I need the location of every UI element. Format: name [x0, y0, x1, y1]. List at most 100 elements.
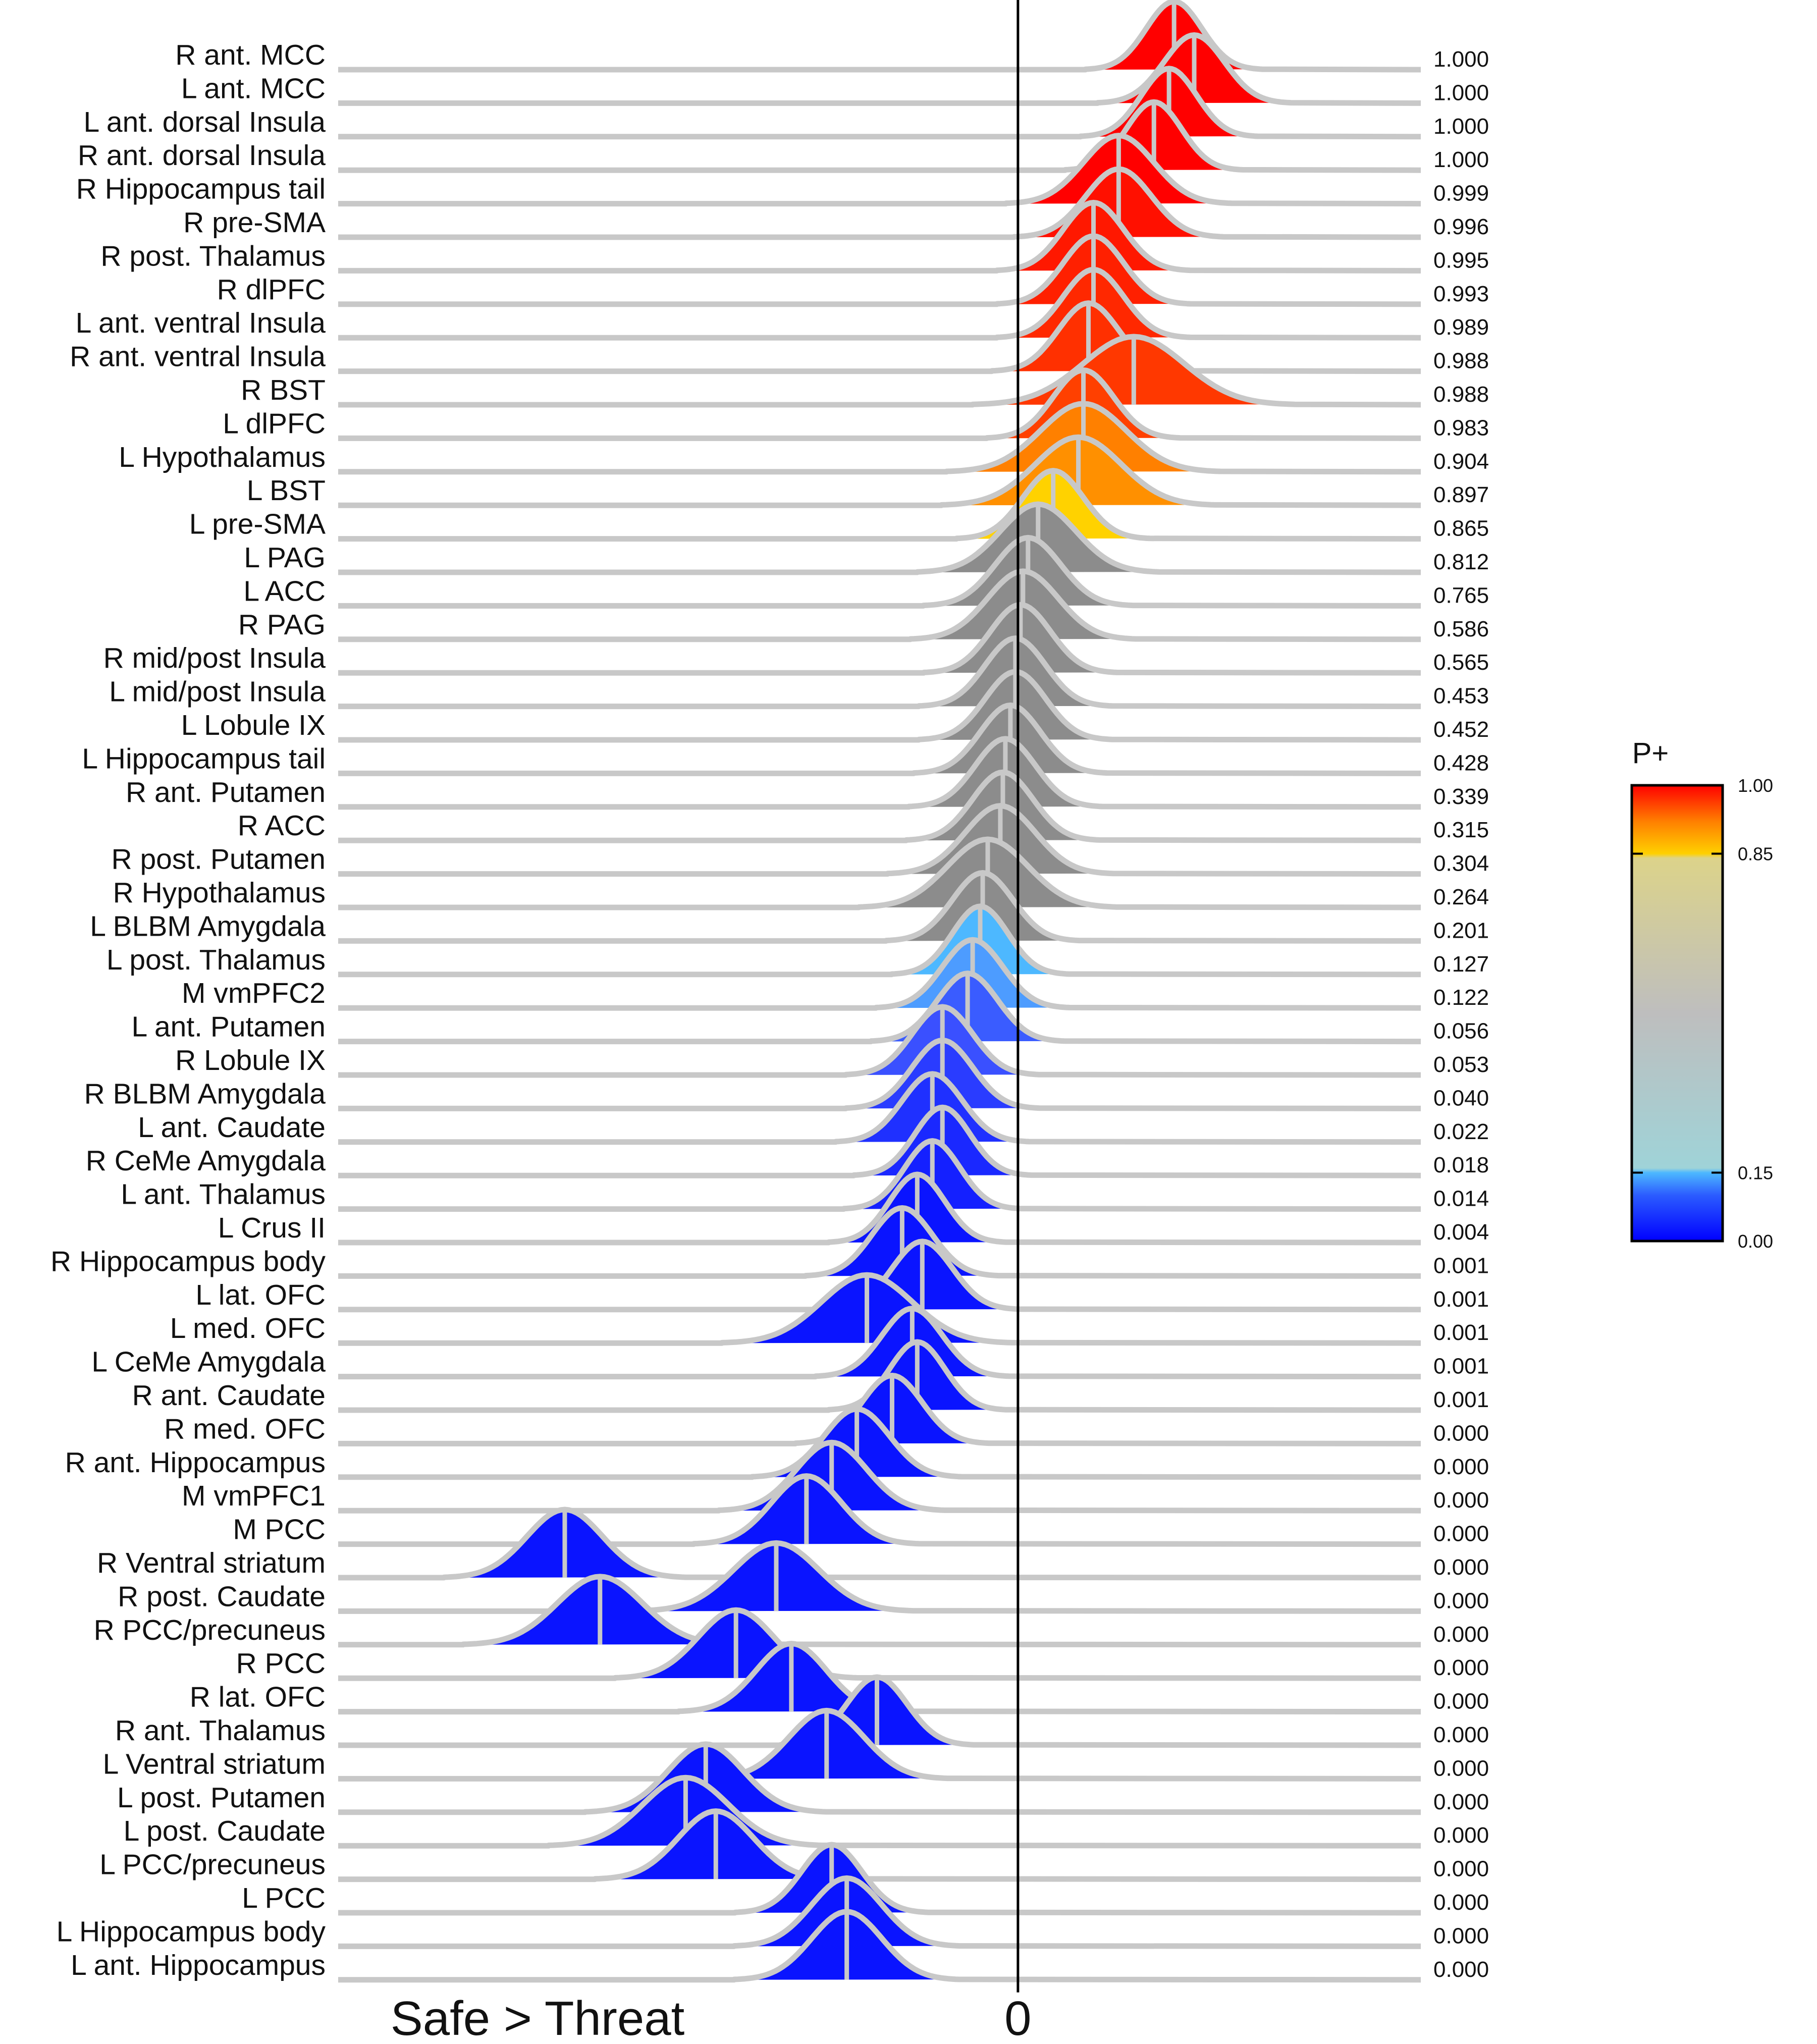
p-value: 0.000 [1433, 1723, 1489, 1747]
row-label: L mid/post Insula [109, 676, 326, 708]
ridge-outline [338, 1540, 1421, 1614]
row-label: R CeMe Amygdala [86, 1145, 326, 1177]
row-label: L ant. Putamen [132, 1011, 326, 1043]
row-label: M vmPFC1 [182, 1480, 326, 1512]
ridge-row [338, 1272, 1421, 1346]
p-value: 0.428 [1433, 750, 1489, 775]
ridge-outline [338, 971, 1421, 1045]
row-label: R ACC [238, 810, 326, 842]
ridge-outline [338, 1439, 1421, 1514]
row-label: M PCC [233, 1514, 326, 1546]
ridge-outline [338, 1138, 1421, 1212]
x-axis-label: Safe > Threat [391, 1992, 685, 2044]
row-label: R ant. Caudate [132, 1379, 326, 1412]
row-label: R BST [241, 374, 326, 406]
p-value: 0.812 [1433, 550, 1489, 574]
p-value: 0.996 [1433, 214, 1489, 239]
ridge-outline [338, 233, 1421, 307]
p-value: 0.586 [1433, 617, 1489, 641]
ridge-outline [338, 266, 1421, 341]
p-value: 0.001 [1433, 1287, 1489, 1312]
row-label: R ant. Hippocampus [65, 1446, 326, 1479]
ridge-outline [338, 1004, 1421, 1078]
row-label: L Crus II [218, 1212, 326, 1244]
ridge-outline [338, 702, 1421, 776]
colorbar-tick-label: 0.15 [1738, 1163, 1773, 1184]
ridge-outline [338, 903, 1421, 978]
row-label: R ant. MCC [175, 39, 326, 71]
p-value: 0.201 [1433, 918, 1489, 943]
colorbar-ticks: 1.00 0.85 0.15 0.00 [1632, 775, 1773, 1252]
p-value: 1.000 [1433, 80, 1489, 105]
ridge-outline [338, 1774, 1421, 1849]
ridge-outline [338, 937, 1421, 1011]
ridge-outline [338, 1507, 1421, 1581]
p-value: 0.264 [1433, 885, 1489, 909]
ridge-outline [338, 1406, 1421, 1480]
zero-tick-label: 0 [1004, 1992, 1031, 2044]
p-value: 0.983 [1433, 415, 1489, 440]
ridge-outline [338, 1205, 1421, 1279]
row-label: L ant. ventral Insula [76, 307, 326, 339]
row-label: L pre-SMA [189, 508, 326, 541]
row-label: L post. Putamen [117, 1782, 326, 1814]
p-value: 0.127 [1433, 952, 1489, 977]
p-value: 0.001 [1433, 1320, 1489, 1345]
row-label: L PCC [242, 1882, 326, 1914]
p-value: 0.000 [1433, 1923, 1489, 1948]
ridge-outline [338, 32, 1421, 106]
p-value: 0.565 [1433, 650, 1489, 675]
ridge-outline [338, 1473, 1421, 1547]
row-label: R BLBM Amygdala [84, 1078, 326, 1110]
row-label: L PCC/precuneus [99, 1849, 326, 1881]
ridge-outline [338, 1306, 1421, 1380]
p-value: 0.988 [1433, 349, 1489, 373]
row-label: L ant. Hippocampus [71, 1949, 326, 1981]
p-value: 0.904 [1433, 449, 1489, 474]
row-label: L lat. OFC [195, 1279, 326, 1311]
ridge-outline [338, 803, 1421, 877]
ridge-outline [338, 133, 1421, 207]
p-value: 0.000 [1433, 1957, 1489, 1982]
ridge-outline [338, 1339, 1421, 1413]
row-label: R ant. ventral Insula [70, 341, 326, 373]
ridge-outline [338, 769, 1421, 843]
p-value: 0.053 [1433, 1052, 1489, 1077]
p-value: 0.000 [1433, 1890, 1489, 1915]
row-label: R Hippocampus tail [76, 173, 326, 205]
p-value: 0.000 [1433, 1857, 1489, 1881]
p-value: 1.000 [1433, 114, 1489, 139]
row-label: L ant. Caudate [138, 1111, 326, 1144]
ridge-outline [338, 1875, 1421, 1949]
p-value: 0.000 [1433, 1756, 1489, 1781]
p-value: 0.022 [1433, 1119, 1489, 1144]
ridge-outline [338, 434, 1421, 508]
p-value: 0.014 [1433, 1187, 1489, 1211]
p-value: 0.018 [1433, 1153, 1489, 1177]
ridge-outline [338, 367, 1421, 441]
ridge-outline [338, 166, 1421, 240]
ridge-outline [338, 501, 1421, 575]
ridge-outline [338, 1071, 1421, 1145]
ridge-row [338, 1540, 1421, 1614]
p-value: 0.004 [1433, 1220, 1489, 1245]
p-value: 1.000 [1433, 47, 1489, 72]
colorbar-tick-label: 0.00 [1738, 1231, 1773, 1252]
p-value: 0.040 [1433, 1086, 1489, 1110]
p-value: 0.999 [1433, 181, 1489, 206]
row-label: R ant. Thalamus [115, 1714, 326, 1747]
p-value: 0.000 [1433, 1823, 1489, 1848]
p-value: 0.995 [1433, 248, 1489, 273]
row-label: M vmPFC2 [182, 977, 326, 1009]
p-value: 0.001 [1433, 1387, 1489, 1412]
ridge-outline [338, 468, 1421, 542]
ridges-layer [338, 0, 1421, 1983]
row-label: R post. Thalamus [100, 240, 326, 272]
p-value: 0.765 [1433, 583, 1489, 608]
p-value: 1.000 [1433, 147, 1489, 172]
ridge-outline [338, 1272, 1421, 1346]
p-value: 0.122 [1433, 985, 1489, 1010]
row-label: L BST [247, 474, 326, 507]
row-label: L BLBM Amygdala [90, 910, 326, 942]
